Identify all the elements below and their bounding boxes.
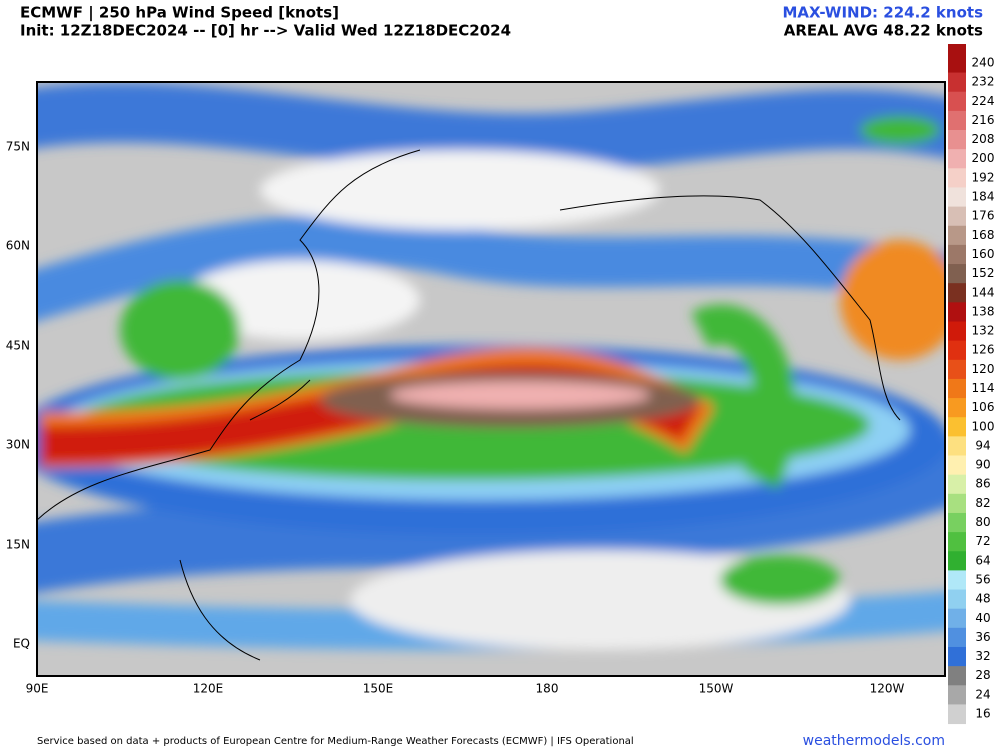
map-frame [36,81,946,677]
colorbar-swatch [948,666,966,686]
colorbar-label: 24 [975,687,990,701]
colorbar: 240 232 224 216 208 200 192 184 176 168 160 152 144 1… [948,44,995,725]
colorbar-swatch [948,493,966,514]
colorbar-label: 184 [972,190,995,204]
colorbar-swatch [948,72,966,93]
colorbar-label: 168 [972,228,995,242]
lon-label: 120W [870,682,905,696]
lat-label: 15N [6,538,30,552]
colorbar-swatch [948,474,966,495]
site: weathermodels.com [803,733,945,749]
colorbar-label: 114 [972,381,995,395]
colorbar-label: 80 [975,515,990,529]
colorbar-label: 86 [975,477,990,491]
colorbar-label: 72 [975,534,990,548]
colorbar-cap [948,44,966,54]
colorbar-label: 152 [972,266,995,280]
colorbar-swatch [948,359,966,380]
subtitle: Init: 12Z18DEC2024 -- [0] hr --> Valid W… [20,22,511,40]
colorbar-swatch [948,206,966,227]
max-wind: MAX-WIND: 224.2 knots [782,4,983,22]
colorbar-label: 82 [975,496,990,510]
lon-label: 150W [699,682,734,696]
colorbar-swatch [948,264,966,284]
colorbar-swatch [948,130,966,150]
colorbar-swatch [948,398,966,418]
colorbar-swatch [948,110,966,131]
colorbar-swatch [948,302,966,322]
colorbar-swatch [948,378,966,399]
colorbar-swatch [948,187,966,208]
colorbar-swatch [948,646,966,667]
colorbar-label: 40 [975,611,990,625]
lat-label: 75N [6,140,30,154]
colorbar-label: 56 [975,572,990,586]
colorbar-label: 48 [975,592,990,606]
colorbar-swatch [948,512,966,533]
colorbar-swatch [948,704,966,725]
colorbar-swatch [948,455,966,476]
colorbar-swatch [948,532,966,552]
lon-label: 90E [26,682,49,696]
colorbar-label: 126 [972,343,995,357]
colorbar-swatch [948,53,966,74]
colorbar-label: 32 [975,649,990,663]
colorbar-label: 192 [972,170,995,184]
colorbar-label: 36 [975,630,990,644]
colorbar-label: 240 [972,56,995,70]
colorbar-label: 28 [975,668,990,682]
colorbar-swatch [948,244,966,265]
colorbar-swatch [948,168,966,188]
colorbar-swatch [948,685,966,705]
lon-label: 120E [193,682,224,696]
colorbar-label: 100 [972,419,995,433]
credit: Service based on data + products of Euro… [37,736,634,747]
colorbar-label: 200 [972,151,995,165]
colorbar-label: 216 [972,113,995,127]
colorbar-swatch [948,436,966,457]
colorbar-label: 120 [972,362,995,376]
lat-label: 60N [6,239,30,253]
colorbar-swatch [948,283,966,303]
latitude-labels: 75N 60N 45N 30N 15N EQ [6,140,30,651]
title: ECMWF | 250 hPa Wind Speed [knots] [20,4,339,23]
areal-avg: AREAL AVG 48.22 knots [784,22,983,40]
map-field [37,82,945,676]
colorbar-label: 94 [975,438,990,452]
colorbar-swatch [948,321,966,342]
colorbar-label: 208 [972,132,995,146]
colorbar-label: 106 [972,400,995,414]
colorbar-label: 232 [972,75,995,89]
colorbar-label: 132 [972,324,995,338]
colorbar-label: 176 [972,209,995,223]
colorbar-swatch [948,225,966,246]
colorbar-label: 16 [975,707,990,721]
lat-label: 45N [6,339,30,353]
colorbar-label: 64 [975,553,990,567]
colorbar-swatch [948,149,966,169]
colorbar-swatch [948,608,966,629]
longitude-labels: 90E 120E 150E 180 150W 120W [26,682,905,696]
colorbar-swatch [948,570,966,591]
colorbar-label: 144 [972,285,995,299]
colorbar-swatch [948,627,966,648]
colorbar-swatch [948,417,966,437]
colorbar-swatch [948,589,966,610]
colorbar-swatch [948,340,966,361]
colorbar-label: 224 [972,94,995,108]
colorbar-swatch [948,91,966,112]
lat-label: 30N [6,438,30,452]
lat-label: EQ [13,637,30,651]
lon-label: 150E [363,682,394,696]
colorbar-label: 138 [972,304,995,318]
lon-label: 180 [536,682,559,696]
colorbar-label: 160 [972,247,995,261]
colorbar-label: 90 [975,458,990,472]
colorbar-swatch [948,551,966,571]
